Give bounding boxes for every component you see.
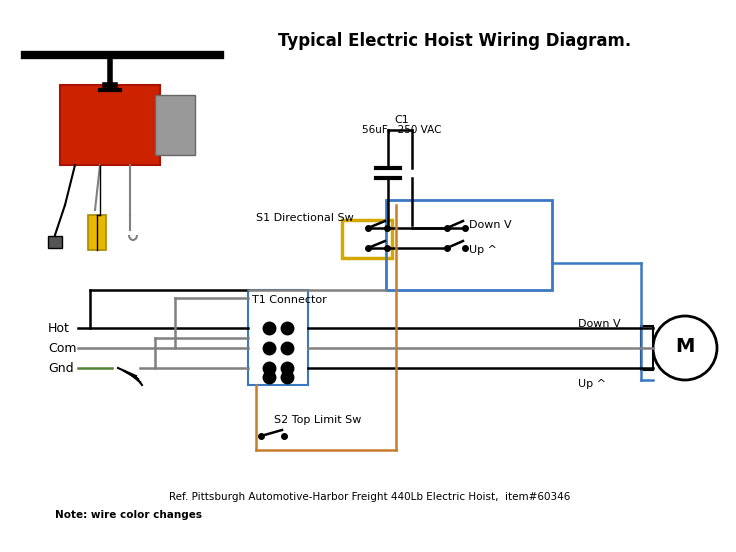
Bar (60, 85, 160, 165)
Text: S1 Directional Sw: S1 Directional Sw (256, 213, 354, 223)
Text: T1 Connector: T1 Connector (252, 295, 327, 305)
Text: Typical Electric Hoist Wiring Diagram.: Typical Electric Hoist Wiring Diagram. (278, 32, 631, 50)
Text: Down V: Down V (469, 220, 512, 230)
Text: M: M (676, 337, 695, 357)
Text: Gnd: Gnd (48, 362, 74, 374)
Bar (48, 236, 62, 248)
Text: Up ^: Up ^ (578, 379, 606, 389)
Bar (342, 220, 392, 258)
Text: C1: C1 (394, 115, 409, 125)
Text: Note: wire color changes: Note: wire color changes (55, 510, 202, 520)
Bar (386, 200, 552, 290)
Bar (155, 95, 195, 155)
Text: 56uF,  250 VAC: 56uF, 250 VAC (362, 125, 442, 135)
Text: Com: Com (48, 342, 77, 354)
Text: Up ^: Up ^ (469, 245, 497, 255)
Bar (88, 215, 106, 250)
Bar (641, 326, 653, 370)
Text: S2 Top Limit Sw: S2 Top Limit Sw (274, 415, 361, 425)
Text: Hot: Hot (48, 321, 70, 335)
Text: Down V: Down V (578, 319, 620, 329)
Bar (248, 290, 308, 385)
Text: Ref. Pittsburgh Automotive-Harbor Freight 440Lb Electric Hoist,  item#60346: Ref. Pittsburgh Automotive-Harbor Freigh… (169, 492, 570, 502)
